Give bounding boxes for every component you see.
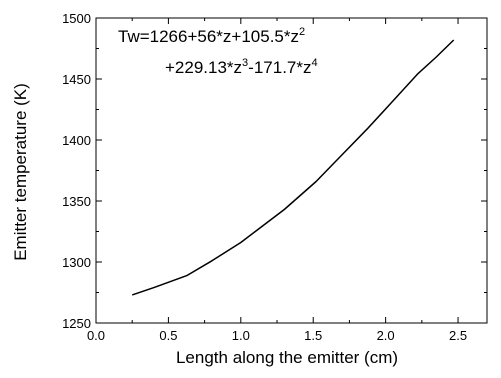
- tick-marks: [95, 17, 487, 324]
- x-tick-label: 1.0: [232, 328, 250, 343]
- y-axis-title: Emitter temperature (K): [11, 83, 30, 261]
- y-tick-label: 1300: [62, 255, 91, 270]
- equation-line-2-sup1: 3: [242, 57, 248, 69]
- tick-labels: 0.0 0.5 1.0 1.5 2.0 2.5 1250 1300 1350 1400 1450 15…: [62, 11, 467, 343]
- x-tick-label: 0.5: [159, 328, 177, 343]
- y-tick-label: 1350: [62, 194, 91, 209]
- equation-line-1-base: Tw=1266+56*z+105.5*z: [118, 27, 299, 46]
- equation-line-2-part1: +229.13*z: [165, 58, 242, 77]
- series-line: [131, 39, 455, 296]
- equation-line-1: Tw=1266+56*z+105.5*z2: [118, 26, 305, 46]
- equation-line-1-sup: 2: [299, 26, 305, 38]
- x-tick-label: 2.5: [449, 328, 467, 343]
- x-tick-label: 1.5: [304, 328, 322, 343]
- series-group: [131, 39, 455, 296]
- equation-line-2: +229.13*z3-171.7*z4: [165, 57, 318, 77]
- x-tick-label: 2.0: [377, 328, 395, 343]
- equation-line-2-part2: -171.7*z: [248, 58, 311, 77]
- equation-line-2-sup2: 4: [312, 57, 318, 69]
- y-tick-label: 1400: [62, 133, 91, 148]
- y-tick-label: 1500: [62, 11, 91, 26]
- x-tick-label: 0.0: [87, 328, 105, 343]
- y-tick-label: 1250: [62, 316, 91, 331]
- x-axis-title: Length along the emitter (cm): [176, 348, 398, 367]
- y-tick-label: 1450: [62, 72, 91, 87]
